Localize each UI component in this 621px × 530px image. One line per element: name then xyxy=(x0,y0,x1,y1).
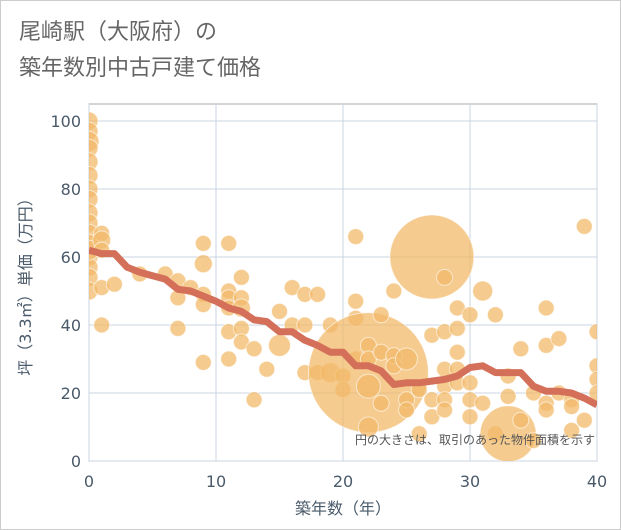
y-tick-label: 60 xyxy=(61,248,81,267)
bubble xyxy=(537,401,555,419)
bubble xyxy=(436,268,454,286)
bubble xyxy=(525,432,542,450)
bubble xyxy=(461,306,479,324)
bubble xyxy=(220,350,238,368)
chart-title-line1: 尾崎駅（大阪府）の xyxy=(19,20,218,45)
bubble xyxy=(537,299,555,317)
bubble xyxy=(588,323,597,341)
bubble xyxy=(372,306,390,324)
bubble xyxy=(575,217,593,235)
bubble xyxy=(472,280,494,302)
x-tick-label: 30 xyxy=(460,472,480,491)
bubble xyxy=(245,340,263,358)
bubble xyxy=(588,370,597,388)
trend-line xyxy=(89,246,597,408)
bubble xyxy=(271,302,288,320)
chart-title-line2: 築年数別中古戸建て価格 xyxy=(19,56,262,81)
bubble xyxy=(436,401,454,419)
bubble xyxy=(563,421,581,439)
bubble xyxy=(93,316,111,334)
bubble xyxy=(258,360,276,378)
bubble xyxy=(398,401,415,419)
bubble xyxy=(357,416,379,438)
x-tick-label: 20 xyxy=(333,472,353,491)
bubble xyxy=(474,394,492,412)
bubble xyxy=(220,234,238,252)
bubble xyxy=(194,353,212,371)
bubble xyxy=(563,398,581,416)
bubble xyxy=(550,330,568,348)
bubble xyxy=(499,387,517,405)
x-tick-label: 0 xyxy=(84,472,94,491)
bubble xyxy=(486,306,504,324)
bubble xyxy=(296,316,314,334)
bubble xyxy=(309,285,327,303)
bubble xyxy=(355,373,381,399)
bubble xyxy=(575,411,593,429)
y-tick-label: 100 xyxy=(50,112,81,131)
x-tick-label: 10 xyxy=(206,472,226,491)
chart-title: 尾崎駅（大阪府）の 築年数別中古戸建て価格 xyxy=(19,15,261,87)
bubble xyxy=(448,343,466,361)
bubble xyxy=(372,394,390,412)
bubble xyxy=(232,268,250,286)
bubble xyxy=(512,340,530,358)
bubble xyxy=(461,374,479,392)
bubble xyxy=(395,347,418,371)
bubble xyxy=(389,214,475,300)
x-tick-label: 40 xyxy=(587,472,607,491)
bubbles xyxy=(89,111,597,461)
bubble xyxy=(448,319,466,337)
bubble xyxy=(245,391,263,409)
x-axis-label: 築年数（年） xyxy=(295,499,391,518)
bubble xyxy=(410,425,428,443)
bubble xyxy=(105,275,123,293)
bubble xyxy=(347,292,365,310)
bubble xyxy=(169,319,187,337)
bubble xyxy=(385,282,403,300)
y-tick-label: 80 xyxy=(61,180,81,199)
bubble xyxy=(193,254,213,274)
bubble xyxy=(347,228,365,246)
y-tick-label: 40 xyxy=(61,316,81,335)
bubble xyxy=(194,234,212,252)
bubble xyxy=(588,357,597,375)
y-tick-label: 0 xyxy=(71,452,81,471)
bubble xyxy=(588,384,597,402)
bubble xyxy=(268,333,291,357)
y-axis-label: 坪（3.3㎡）単価（万円） xyxy=(16,190,35,375)
y-tick-label: 20 xyxy=(61,384,81,403)
size-note: 円の大きさは、取引のあった物件面積を示す xyxy=(355,432,595,447)
bubble xyxy=(512,411,530,429)
bubble xyxy=(461,408,479,426)
